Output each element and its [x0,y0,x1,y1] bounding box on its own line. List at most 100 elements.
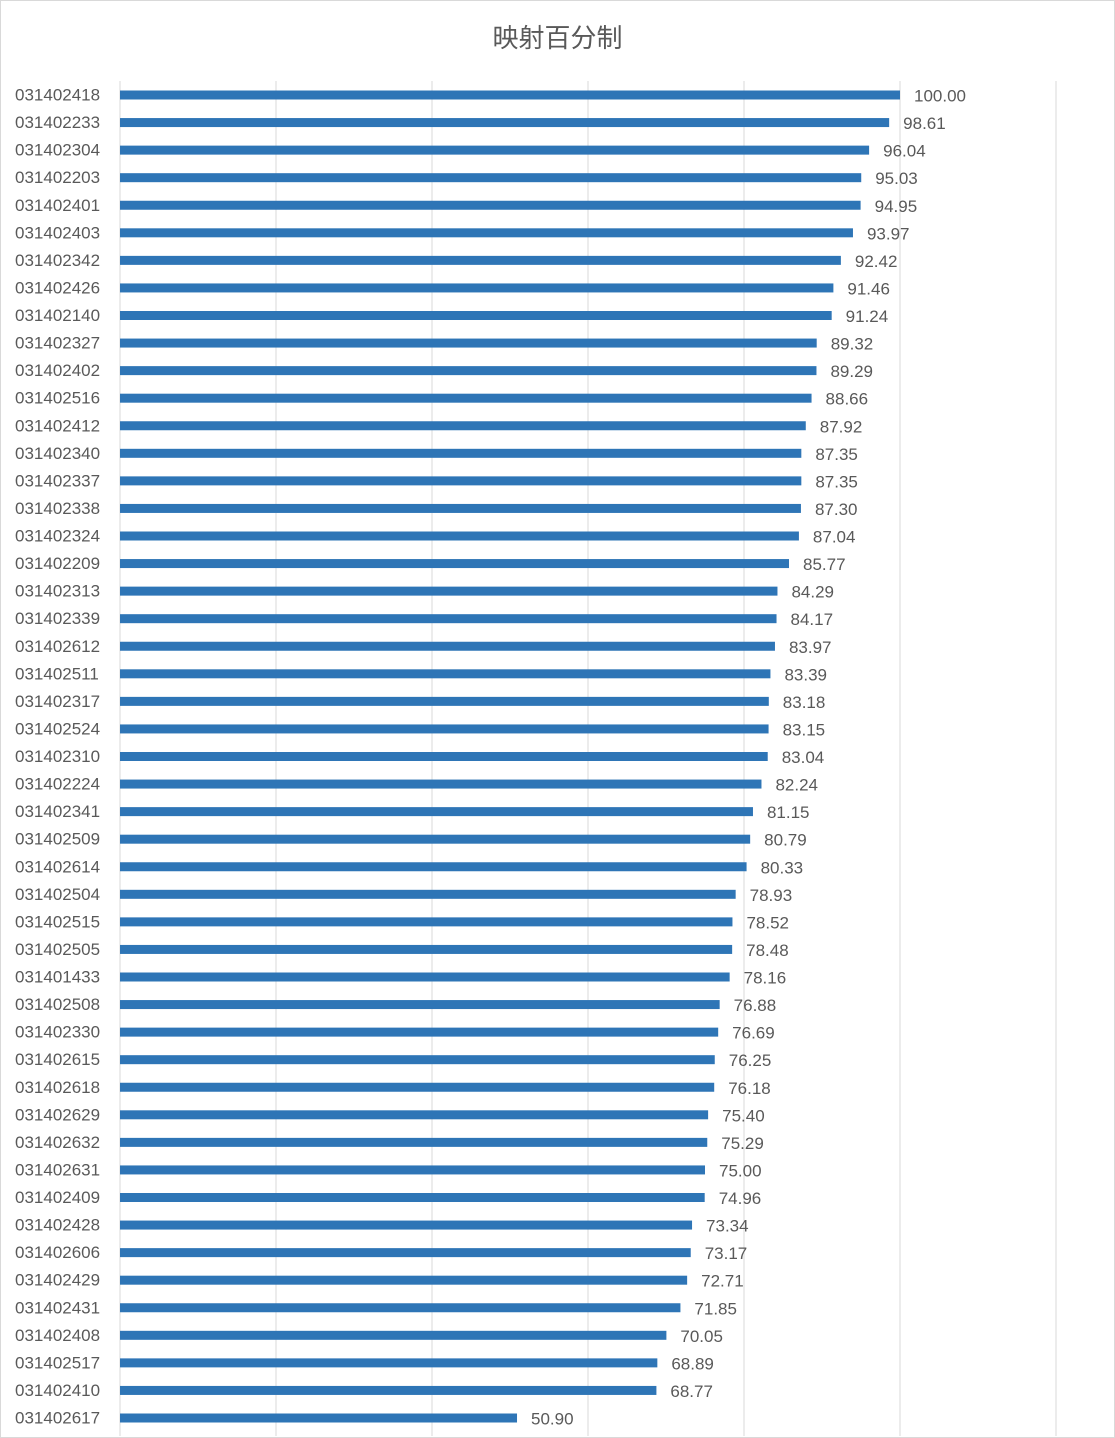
bar [120,1055,715,1065]
category-label: 031402330 [15,1023,100,1042]
bar [120,283,834,293]
value-label: 93.97 [867,224,910,243]
category-label: 031402203 [15,168,100,187]
category-label: 031402340 [15,444,100,463]
category-labels: 031402418 031402233 031402304 031402203 0314… [15,86,100,1428]
bar [120,917,733,927]
category-label: 031402233 [15,113,100,132]
category-label: 031402341 [15,802,100,821]
value-labels: 100.00 98.61 96.04 95.03 94.95 93.97 92.42 91.4… [531,87,966,1429]
category-label: 031402431 [15,1298,100,1317]
value-label: 87.35 [815,445,858,464]
value-label: 84.29 [791,583,834,602]
category-label: 031402615 [15,1050,100,1069]
bar [120,696,769,706]
bar [120,752,768,761]
chart-title: 映射百分制 [492,24,623,54]
bar [120,1413,518,1423]
value-label: 70.05 [680,1327,723,1346]
bar [120,669,771,679]
bar [120,779,762,789]
value-label: 73.17 [705,1244,748,1263]
bar [120,476,802,486]
category-label: 031402511 [15,664,99,683]
value-label: 80.79 [764,831,807,850]
category-label: 031402310 [15,747,100,766]
bar [120,1165,705,1175]
value-label: 87.35 [815,472,858,491]
category-label: 031402304 [15,141,100,160]
bar [120,311,832,320]
value-label: 92.42 [855,252,898,271]
category-label: 031402429 [15,1271,100,1290]
category-label: 031402631 [15,1160,100,1179]
bar [120,1385,657,1395]
bar [120,807,753,817]
value-label: 68.77 [670,1382,713,1401]
category-label: 031402614 [15,857,100,876]
bar [120,90,900,100]
value-label: 96.04 [883,142,926,161]
category-label: 031402606 [15,1243,100,1262]
value-label: 75.29 [721,1134,764,1153]
value-label: 76.18 [728,1079,771,1098]
category-label: 031402516 [15,389,100,408]
value-label: 89.32 [831,335,874,354]
value-label: 83.18 [783,693,826,712]
bar [120,1193,705,1202]
bar [120,393,812,403]
bar [120,1027,719,1037]
bar [120,614,777,624]
category-label: 031402342 [15,251,100,270]
value-label: 87.04 [813,528,856,547]
bar [120,586,778,596]
value-label: 71.85 [694,1299,737,1318]
bar [120,972,730,982]
bar [120,1220,693,1230]
category-label: 031402402 [15,361,100,380]
value-label: 83.97 [789,638,832,657]
category-label: 031402515 [15,912,100,931]
bar [120,173,862,183]
bar [120,255,841,265]
bar [120,1082,715,1092]
category-label: 031402224 [15,775,100,794]
bar [120,1330,667,1340]
category-label: 031402408 [15,1326,100,1345]
value-label: 75.00 [719,1161,762,1180]
category-label: 031402409 [15,1188,100,1207]
category-label: 031402504 [15,885,100,904]
value-label: 73.34 [706,1217,749,1236]
bar [120,338,817,348]
bar [120,889,736,899]
value-label: 78.52 [746,913,789,932]
value-label: 95.03 [875,169,918,188]
bar [120,1358,658,1368]
value-label: 78.93 [750,886,793,905]
value-label: 98.61 [903,114,946,133]
category-label: 031402337 [15,471,100,490]
bar [120,448,802,458]
bar [120,1110,709,1120]
value-label: 76.88 [734,996,777,1015]
bar [120,118,890,128]
value-label: 78.48 [746,941,789,960]
value-label: 89.29 [830,362,873,381]
bar [120,503,801,513]
bar [120,1275,688,1285]
category-label: 031402428 [15,1216,100,1235]
category-label: 031402505 [15,940,100,959]
value-label: 75.40 [722,1106,765,1125]
bar [120,1303,681,1313]
category-label: 031402338 [15,499,100,518]
category-label: 031402140 [15,306,100,325]
category-label: 031402508 [15,995,100,1014]
value-label: 68.89 [671,1354,714,1373]
bar [120,531,799,541]
category-label: 031402403 [15,223,100,242]
category-label: 031402339 [15,609,100,628]
value-label: 81.15 [767,803,810,822]
category-label: 031402618 [15,1078,100,1097]
value-label: 83.04 [782,748,825,767]
value-label: 87.92 [820,417,863,436]
